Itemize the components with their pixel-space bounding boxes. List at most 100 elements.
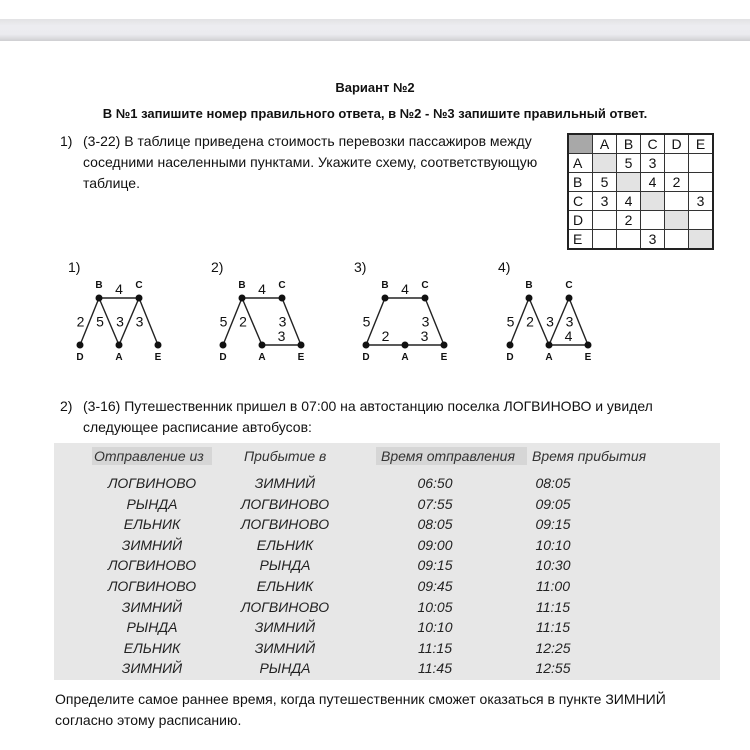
graph-node (297, 341, 305, 349)
departure-from-cell: РЫНДА (126, 619, 178, 636)
node-label: D (219, 352, 226, 363)
q2-line: (3-16) Путешественник пришел в 07:00 на … (83, 398, 653, 414)
arrival-to-cell: ЕЛЬНИК (256, 536, 314, 553)
q1-text: (3-22) В таблице приведена стоимость пер… (83, 131, 537, 194)
graph-node (115, 341, 123, 349)
browser-toolbar (0, 19, 750, 41)
cost-cell: 5 (616, 153, 641, 173)
node-label: A (401, 352, 408, 363)
departure-from-cell: ЗИМНИЙ (121, 536, 183, 553)
departure-time-cell: 10:10 (417, 619, 453, 636)
arrival-to-cell: ЗИМНИЙ (254, 475, 316, 491)
cost-cell (592, 229, 617, 250)
edge-weight: 3 (278, 328, 286, 344)
node-label: C (135, 280, 142, 291)
departure-from-cell: ЕЛЬНИК (123, 639, 181, 656)
graph-edge (548, 297, 570, 346)
departure-time-cell: 11:45 (418, 660, 452, 677)
graph-node (135, 294, 143, 302)
arrival-time-cell: 09:05 (535, 495, 571, 512)
graph-edge (118, 297, 140, 346)
arrival-to-cell: ЛОГВИНОВО (240, 598, 330, 615)
node-label: D (76, 352, 83, 363)
header-arrival-time: Время прибытия (532, 448, 647, 464)
edge-weight: 3 (116, 314, 124, 330)
edge-weight: 3 (421, 328, 429, 344)
arrival-to-cell: РЫНДА (259, 557, 311, 574)
edge-weight: 4 (115, 281, 123, 297)
node-label: E (298, 352, 305, 363)
column-header: A (592, 133, 617, 154)
graph-edge (222, 297, 243, 346)
node-label: C (565, 280, 572, 291)
cost-cell (688, 153, 714, 173)
cost-cell: 3 (640, 229, 665, 250)
arrival-time-cell: 10:10 (535, 536, 571, 553)
graph-node (258, 341, 266, 349)
departure-from-cell: ЛОГВИНОВО (107, 557, 197, 574)
departure-time-cell: 09:15 (417, 557, 453, 574)
departure-time-cell: 08:05 (417, 516, 453, 533)
cost-cell (592, 210, 617, 230)
cost-cell (664, 153, 689, 173)
node-label: B (238, 280, 245, 291)
cost-cell (688, 229, 714, 250)
arrival-to-cell: ЗИМНИЙ (254, 639, 316, 656)
node-label: C (421, 280, 428, 291)
arrival-time-cell: 12:25 (535, 639, 571, 656)
edge-weight: 4 (258, 281, 266, 297)
cost-cell: 4 (616, 191, 641, 211)
edge-weight: 2 (382, 328, 390, 344)
instructions: В №1 запишите номер правильного ответа, … (102, 106, 648, 121)
q1-number: 1) (60, 133, 73, 149)
graph-edge (98, 297, 120, 346)
edge-weight: 5 (220, 314, 228, 330)
node-label: C (278, 280, 285, 291)
node-label: D (362, 352, 369, 363)
departure-from-cell: ЛОГВИНОВО (107, 475, 197, 491)
row-header: C (567, 191, 593, 211)
edge-weight: 2 (526, 314, 534, 330)
graph-edge (509, 297, 530, 346)
cost-cell: 3 (640, 153, 665, 173)
cost-cell: 2 (664, 172, 689, 192)
q1-line: (3-22) В таблице приведена стоимость пер… (83, 133, 532, 149)
option-label: 1) (68, 259, 80, 275)
graph-edge (365, 297, 386, 346)
cost-cell (664, 229, 689, 250)
departure-time-cell: 07:55 (417, 495, 453, 512)
arrival-time-cell: 08:05 (535, 475, 571, 491)
graph-node (154, 341, 162, 349)
q1-line: соседними населенными пунктами. Укажите … (83, 154, 538, 170)
node-label: B (381, 280, 388, 291)
node-label: E (585, 352, 592, 363)
column-header: B (616, 133, 641, 154)
q2-question-line: согласно этому расписанию. (55, 712, 242, 728)
graph-node (584, 341, 592, 349)
cost-cell (664, 210, 689, 230)
departure-time-cell: 09:00 (417, 536, 453, 553)
departure-time-cell: 11:15 (418, 639, 452, 656)
arrival-time-cell: 11:00 (536, 578, 570, 594)
edge-weight: 5 (507, 314, 515, 330)
graph-node (238, 294, 246, 302)
arrival-time-cell: 09:15 (535, 516, 571, 533)
node-label: A (115, 352, 122, 363)
cost-cell (640, 210, 665, 230)
q1-line: таблице. (83, 175, 140, 191)
edge-weight: 3 (136, 314, 144, 330)
graph-edge (241, 297, 263, 346)
option-label: 3) (354, 259, 366, 275)
arrival-to-cell: ЛОГВИНОВО (240, 516, 330, 533)
column-header: D (664, 133, 689, 154)
page-title: Вариант №2 (335, 80, 415, 95)
edge-weight: 2 (239, 314, 247, 330)
row-header: D (567, 210, 593, 230)
q2-question: Определите самое раннее время, когда пут… (55, 689, 666, 731)
departure-from-cell: РЫНДА (126, 495, 178, 512)
departure-from-cell: ЕЛЬНИК (123, 516, 181, 533)
node-label: B (95, 280, 102, 291)
